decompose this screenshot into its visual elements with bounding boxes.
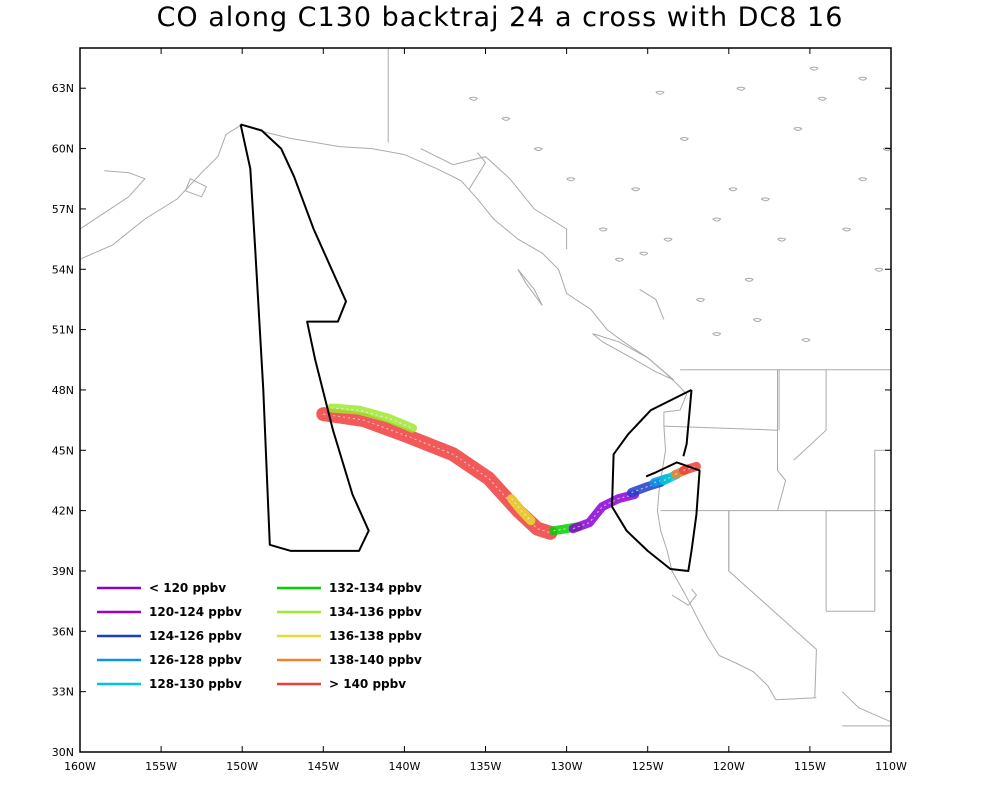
dc8-flight-track [239, 123, 370, 552]
lon-tick-label: 150W [226, 760, 258, 773]
trajectory-streak [572, 494, 635, 530]
lon-tick-label: 140W [388, 760, 420, 773]
legend-label: > 140 ppbv [329, 677, 406, 691]
lon-tick-label: 120W [713, 760, 745, 773]
lat-tick-label: 57N [52, 203, 74, 216]
legend: < 120 ppbv 120-124 ppbv 124-126 ppbv 126-12… [97, 581, 422, 691]
lake [809, 66, 819, 71]
lat-tick-label: 33N [52, 686, 74, 699]
coastline [420, 148, 568, 250]
legend-label: 134-136 ppbv [329, 605, 422, 619]
map-title: CO along C130 backtraj 24 a cross with D… [156, 2, 844, 33]
lon-tick-label: 110W [875, 760, 907, 773]
lat-tick-label: 45N [52, 444, 74, 457]
lake [736, 86, 746, 91]
coastline [184, 178, 208, 198]
lake [566, 177, 576, 182]
state-borders-layer [663, 369, 891, 612]
c130-flight-spur [682, 389, 693, 457]
lake [842, 227, 852, 232]
lake [655, 90, 665, 95]
lon-tick-label: 125W [632, 760, 664, 773]
lake [696, 297, 706, 302]
lake [679, 137, 689, 142]
lon-tick-label: 135W [470, 760, 502, 773]
legend-label: 126-128 ppbv [149, 653, 242, 667]
lake [817, 96, 827, 101]
lake [858, 177, 868, 182]
trajectory-streak [323, 413, 551, 534]
lake [533, 147, 543, 152]
lat-tick-label: 54N [52, 263, 74, 276]
coastline [826, 450, 876, 512]
legend-label: 138-140 ppbv [329, 653, 422, 667]
trajectory-band [568, 490, 640, 534]
c130-flight-track [611, 389, 701, 572]
lon-tick-label: 130W [551, 760, 583, 773]
lat-tick-label: 51N [52, 324, 74, 337]
lake [858, 76, 868, 81]
legend-label: < 120 ppbv [149, 581, 226, 595]
lake [801, 338, 811, 343]
lat-tick-label: 30N [52, 746, 74, 759]
lat-tick-label: 60N [52, 143, 74, 156]
legend-label: 120-124 ppbv [149, 605, 242, 619]
trajectory-streak [683, 465, 697, 471]
lake [501, 116, 511, 121]
trajectory-band [316, 407, 558, 540]
coastline [777, 369, 787, 511]
lake [712, 217, 722, 222]
lon-tick-label: 115W [794, 760, 826, 773]
lake [793, 126, 803, 131]
lat-tick-label: 36N [52, 625, 74, 638]
flight-track-layer [239, 123, 701, 572]
coastline [80, 170, 146, 230]
trajectory-streak [511, 498, 532, 522]
coastline [639, 288, 665, 320]
state-border [663, 425, 778, 431]
lake [712, 332, 722, 337]
coastline [841, 691, 891, 723]
lake [614, 257, 625, 262]
lon-tick-label: 155W [145, 760, 177, 773]
lat-tick-label: 48N [52, 384, 74, 397]
lon-tick-label: 160W [64, 760, 96, 773]
lake [760, 197, 770, 202]
lat-tick-label: 39N [52, 565, 74, 578]
map-frame [79, 47, 892, 753]
coastline [517, 268, 543, 306]
legend-label: 128-130 ppbv [149, 677, 242, 691]
lake [874, 267, 884, 272]
legend-label: 132-134 ppbv [329, 581, 422, 595]
coastline [775, 697, 817, 701]
lake [468, 96, 479, 101]
trajectory-layer [316, 403, 701, 540]
lat-tick-label: 63N [52, 82, 74, 95]
lake [663, 237, 673, 242]
trajectory-streak [331, 407, 413, 429]
lake [631, 187, 641, 192]
legend-label: 136-138 ppbv [329, 629, 422, 643]
coastline [793, 369, 827, 461]
lake [598, 227, 608, 232]
coastline [728, 510, 817, 698]
lake [728, 187, 738, 192]
coastline [671, 588, 698, 606]
axis-ticks: 160W 155W 150W 145W 140W 135W 130W 125W 120W 115W… [52, 48, 907, 773]
lake [744, 277, 754, 282]
legend-label: 124-126 ppbv [149, 629, 242, 643]
coastline [592, 333, 675, 381]
lon-tick-label: 145W [307, 760, 339, 773]
coastline [468, 152, 487, 190]
lat-tick-label: 42N [52, 505, 74, 518]
lake [777, 237, 787, 242]
lake [639, 251, 649, 256]
lake [752, 318, 762, 323]
